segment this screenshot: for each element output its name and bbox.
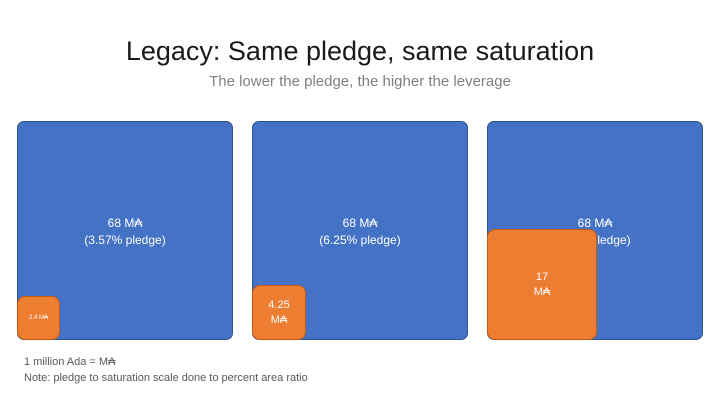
pledge-label-2-line1: 4.25 — [268, 298, 290, 311]
pledge-label-3-line2: M₳ — [533, 285, 551, 298]
saturation-label-2: 68 M₳ (6.25% pledge) — [253, 215, 467, 249]
saturation-box-2: 68 M₳ (6.25% pledge) 4.25 M₳ — [252, 121, 468, 340]
pledge-box-1: 2.4 M₳ — [17, 296, 60, 340]
footnote-unit: 1 million Ada = M₳ — [24, 356, 116, 368]
pledge-label-2-line2: M₳ — [270, 313, 288, 326]
pledge-percent-2: (6.25% pledge) — [319, 233, 401, 247]
saturation-value-2: 68 M₳ — [342, 216, 378, 230]
saturation-box-3: 68 M₳ (25% pledge) 17 M₳ — [487, 121, 703, 340]
saturation-label-1: 68 M₳ (3.57% pledge) — [18, 215, 232, 249]
saturation-box-1: 68 M₳ (3.57% pledge) 2.4 M₳ — [17, 121, 233, 340]
footnote-note: Note: pledge to saturation scale done to… — [24, 372, 308, 384]
pledge-box-2: 4.25 M₳ — [252, 285, 306, 340]
pledge-label-1: 2.4 M₳ — [28, 315, 48, 321]
pledge-label-3-line1: 17 — [535, 270, 549, 283]
saturation-value-1: 68 M₳ — [107, 216, 143, 230]
pledge-percent-1: (3.57% pledge) — [84, 233, 166, 247]
slide-title: Legacy: Same pledge, same saturation — [125, 36, 595, 66]
saturation-value-3: 68 M₳ — [577, 216, 613, 230]
pledge-box-3: 17 M₳ — [487, 229, 597, 340]
slide-subtitle: The lower the pledge, the higher the lev… — [209, 73, 511, 90]
